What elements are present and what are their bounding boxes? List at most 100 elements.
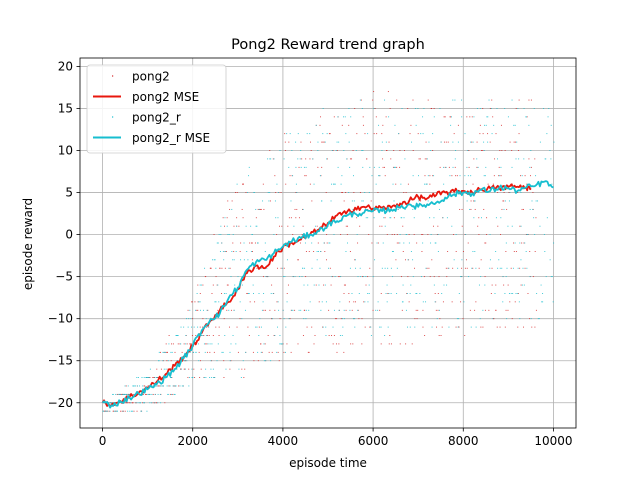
scatter-point bbox=[384, 335, 386, 336]
scatter-point bbox=[414, 318, 416, 320]
x-tick-label: 4000 bbox=[268, 434, 299, 448]
scatter-point bbox=[367, 208, 369, 210]
scatter-point bbox=[340, 276, 342, 278]
scatter-point bbox=[505, 251, 507, 252]
scatter-point bbox=[329, 133, 331, 135]
scatter-point bbox=[284, 276, 286, 278]
scatter-point bbox=[515, 293, 517, 294]
scatter-point bbox=[476, 108, 478, 109]
scatter-point bbox=[528, 124, 530, 126]
scatter-point bbox=[426, 158, 428, 160]
scatter-point bbox=[457, 326, 459, 328]
scatter-point bbox=[315, 124, 317, 126]
scatter-point bbox=[200, 368, 202, 370]
scatter-point bbox=[195, 335, 197, 336]
scatter-point bbox=[302, 208, 304, 210]
scatter-point bbox=[284, 133, 286, 135]
scatter-point bbox=[240, 259, 242, 261]
scatter-point bbox=[484, 175, 486, 177]
scatter-point bbox=[305, 318, 307, 320]
scatter-point bbox=[336, 318, 338, 320]
scatter-point bbox=[257, 208, 259, 210]
scatter-point bbox=[127, 402, 129, 404]
scatter-point bbox=[230, 309, 232, 311]
scatter-point bbox=[122, 393, 124, 395]
scatter-point bbox=[281, 225, 283, 227]
scatter-point bbox=[185, 360, 187, 362]
scatter-point bbox=[319, 175, 321, 177]
scatter-point bbox=[269, 150, 271, 151]
scatter-point bbox=[149, 402, 151, 404]
scatter-point bbox=[217, 284, 219, 286]
scatter-point bbox=[336, 150, 338, 151]
scatter-point bbox=[251, 242, 253, 244]
scatter-point bbox=[224, 335, 226, 336]
scatter-point bbox=[139, 385, 141, 387]
y-tick-label: 10 bbox=[58, 144, 73, 158]
scatter-point bbox=[258, 208, 260, 210]
scatter-point bbox=[408, 234, 410, 235]
scatter-point bbox=[345, 192, 347, 193]
scatter-point bbox=[455, 326, 457, 328]
scatter-point bbox=[390, 158, 392, 160]
scatter-point bbox=[530, 318, 532, 320]
scatter-point bbox=[320, 175, 322, 177]
scatter-point bbox=[414, 326, 416, 328]
scatter-point bbox=[238, 368, 240, 370]
scatter-point bbox=[405, 234, 407, 235]
scatter-point bbox=[300, 309, 302, 311]
scatter-point bbox=[140, 410, 142, 412]
scatter-point bbox=[430, 234, 432, 235]
scatter-point bbox=[237, 351, 239, 353]
scatter-point bbox=[489, 108, 491, 109]
scatter-point bbox=[167, 393, 169, 395]
scatter-point bbox=[321, 141, 323, 143]
scatter-point bbox=[400, 217, 402, 219]
scatter-point bbox=[297, 133, 299, 135]
scatter-point bbox=[252, 351, 254, 353]
scatter-point bbox=[450, 116, 452, 118]
scatter-point bbox=[139, 402, 141, 404]
scatter-point bbox=[384, 217, 386, 219]
scatter-point bbox=[407, 183, 409, 185]
scatter-point bbox=[392, 276, 394, 278]
scatter-point bbox=[401, 309, 403, 311]
scatter-point bbox=[161, 385, 163, 387]
scatter-point bbox=[529, 276, 531, 278]
scatter-point bbox=[304, 267, 306, 269]
scatter-point bbox=[478, 217, 480, 219]
scatter-point bbox=[422, 242, 424, 244]
scatter-point bbox=[127, 410, 129, 412]
scatter-point bbox=[529, 175, 531, 177]
scatter-point bbox=[277, 301, 279, 303]
scatter-point bbox=[277, 326, 279, 328]
scatter-point bbox=[515, 158, 517, 160]
legend-label: pong2 bbox=[132, 70, 170, 84]
scatter-point bbox=[427, 200, 429, 202]
scatter-point bbox=[551, 183, 553, 185]
scatter-point bbox=[147, 385, 149, 387]
scatter-point bbox=[283, 267, 285, 269]
scatter-point bbox=[425, 141, 427, 143]
scatter-point bbox=[252, 284, 254, 286]
scatter-point bbox=[241, 208, 243, 210]
scatter-point bbox=[231, 208, 233, 210]
scatter-point bbox=[372, 309, 374, 311]
scatter-point bbox=[406, 326, 408, 328]
scatter-point bbox=[304, 175, 306, 177]
scatter-point bbox=[172, 343, 174, 345]
scatter-point bbox=[311, 200, 313, 202]
scatter-point bbox=[338, 309, 340, 311]
scatter-point bbox=[507, 309, 509, 311]
scatter-point bbox=[443, 141, 445, 143]
scatter-point bbox=[275, 192, 277, 193]
scatter-point bbox=[189, 351, 191, 353]
scatter-point bbox=[412, 150, 414, 151]
scatter-point bbox=[108, 410, 110, 412]
scatter-point bbox=[503, 200, 505, 202]
scatter-point bbox=[263, 276, 265, 278]
scatter-point bbox=[364, 133, 366, 135]
scatter-point bbox=[260, 267, 262, 269]
x-tick-label: 2000 bbox=[177, 434, 208, 448]
scatter-point bbox=[280, 267, 282, 269]
